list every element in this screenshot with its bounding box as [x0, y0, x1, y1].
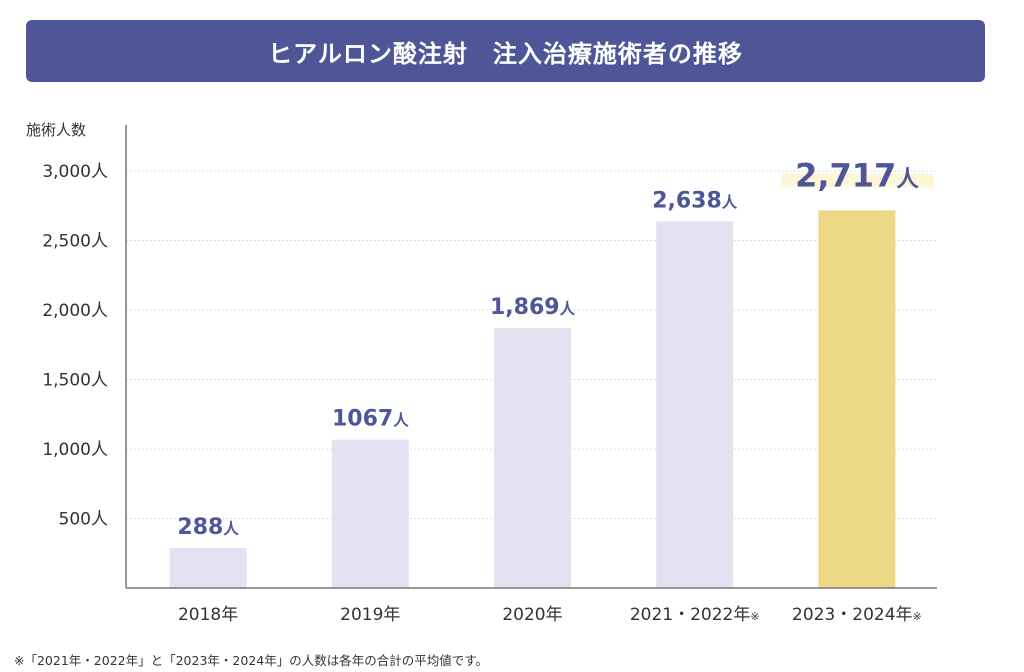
highlight-label-background: [780, 173, 934, 188]
x-tick-label-text: 2021・2022年: [630, 605, 751, 625]
data-label: 1067人: [332, 407, 409, 432]
data-label-value: 288: [177, 515, 223, 540]
data-label-unit: 人: [560, 300, 576, 318]
title-banner: ヒアルロン酸注射 注入治療施術者の推移: [26, 20, 985, 82]
data-label: 2,638人: [652, 188, 738, 213]
y-tick-label: 500人: [59, 510, 108, 530]
footnote-mark: ※: [913, 610, 922, 623]
x-tick-label: 2023・2024年※: [792, 605, 922, 625]
data-label-unit: 人: [223, 520, 239, 538]
y-tick-label: 2,000人: [42, 301, 108, 321]
data-label: 288人: [177, 515, 239, 540]
bar: [656, 221, 734, 588]
x-tick-label: 2020年: [502, 605, 562, 625]
x-tick-label: 2019年: [340, 605, 400, 625]
y-tick-label: 1,500人: [42, 371, 108, 391]
data-label: 1,869人: [490, 295, 576, 320]
data-label-value: 1,869: [490, 295, 560, 320]
x-tick-label: 2021・2022年※: [630, 605, 760, 625]
bar: [494, 328, 571, 588]
x-tick-label-text: 2023・2024年: [792, 605, 913, 625]
bar: [818, 210, 896, 588]
data-label: 2,717人: [795, 156, 919, 194]
data-label-unit: 人: [896, 166, 919, 192]
x-tick-label-text: 2018年: [178, 605, 238, 625]
data-label-unit: 人: [722, 193, 738, 211]
y-tick-label: 1,000人: [42, 440, 108, 460]
y-axis-title: 施術人数: [26, 121, 87, 139]
x-tick-label: 2018年: [178, 605, 238, 625]
data-label-value: 2,638: [652, 188, 722, 213]
footnote: ※「2021年・2022年」と「2023年・2024年」の人数は各年の合計の平均…: [14, 653, 488, 668]
y-tick-label: 2,500人: [42, 232, 108, 252]
chart-title: ヒアルロン酸注射 注入治療施術者の推移: [268, 39, 743, 68]
bar: [169, 547, 247, 588]
data-label-value: 2,717: [795, 156, 896, 194]
data-label-unit: 人: [393, 412, 409, 430]
data-label-value: 1067: [332, 407, 393, 432]
x-tick-label-text: 2019年: [340, 605, 400, 625]
bar: [331, 439, 409, 588]
footnote-mark: ※: [750, 610, 759, 623]
x-tick-label-text: 2020年: [502, 605, 562, 625]
y-tick-label: 3,000人: [42, 162, 108, 182]
